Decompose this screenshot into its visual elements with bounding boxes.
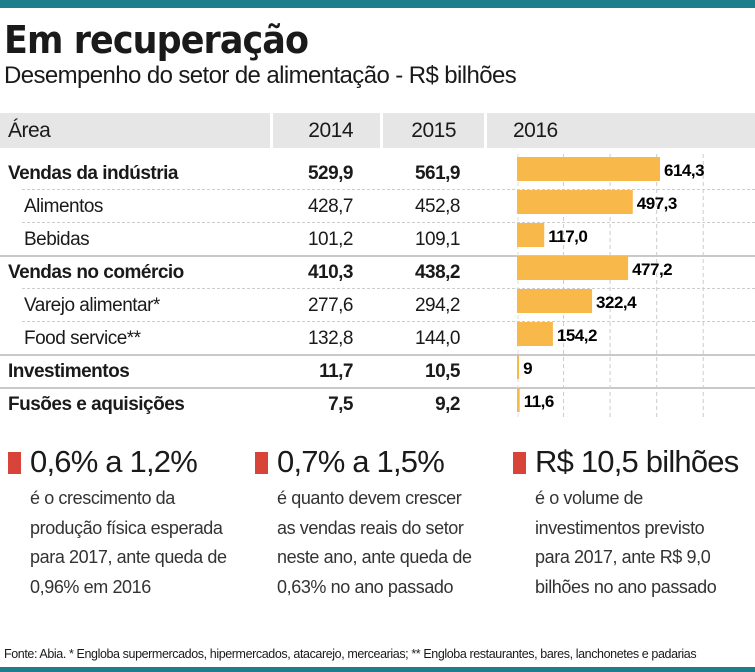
row-label: Bebidas	[24, 229, 90, 250]
bar	[517, 157, 660, 181]
bar-value-label: 154,2	[557, 326, 597, 345]
row-label: Food service**	[24, 328, 141, 349]
value-2014: 132,8	[307, 328, 354, 349]
value-2015: 109,1	[414, 229, 461, 250]
table-row: Fusões e aquisições 7,5 9,2	[0, 388, 487, 421]
table-row: Investimentos 11,7 10,5	[0, 355, 487, 388]
stat-headline: 0,7% a 1,5%	[277, 444, 445, 479]
value-2014: 529,9	[307, 163, 354, 184]
col-header-2015: 2015	[383, 113, 484, 148]
red-square-marker	[8, 452, 21, 474]
value-2015: 9,2	[435, 394, 460, 415]
row-separator	[0, 255, 755, 257]
red-square-marker	[255, 452, 268, 474]
bottom-accent-bar	[0, 667, 755, 672]
stat-description: é o crescimento da produção física esper…	[30, 488, 227, 597]
bar-chart-2016: 614,3 497,3 117,0 477,2 322,4 154,2 9 11,6	[517, 154, 705, 420]
row-separator	[0, 387, 755, 389]
table-row: Food service** 132,8 144,0	[0, 322, 487, 355]
stat-headline: R$ 10,5 bilhões	[535, 444, 739, 479]
value-2014: 277,6	[307, 295, 354, 316]
bar-value-label: 477,2	[632, 260, 672, 279]
stat-description: é quanto devem crescer as vendas reais d…	[277, 488, 472, 597]
bar	[517, 355, 520, 379]
col-header-2014: 2014	[273, 113, 380, 148]
row-label: Fusões e aquisições	[8, 394, 185, 415]
value-2015: 452,8	[414, 196, 461, 217]
bar-value-label: 497,3	[637, 194, 677, 213]
row-label: Alimentos	[24, 196, 103, 217]
stat-headline: 0,6% a 1,2%	[30, 444, 198, 479]
row-divider-dashed	[22, 222, 755, 223]
value-2015: 294,2	[414, 295, 461, 316]
table-row: Bebidas 101,2 109,1	[0, 223, 487, 256]
red-square-marker	[513, 452, 526, 474]
bar-value-label: 9	[523, 359, 532, 378]
page-title: Em recuperação	[4, 18, 309, 62]
bar	[517, 388, 520, 412]
value-2014: 101,2	[307, 229, 354, 250]
bar	[517, 289, 593, 313]
col-header-area: Área	[0, 113, 270, 148]
col-header-2016: 2016	[487, 113, 755, 148]
bar	[517, 322, 553, 346]
value-2015: 561,9	[414, 163, 461, 184]
bar	[517, 190, 633, 214]
row-divider-dashed	[22, 288, 755, 289]
value-2015: 10,5	[425, 361, 460, 382]
bar-value-label: 117,0	[548, 227, 587, 246]
row-label: Vendas da indústria	[8, 163, 179, 184]
row-divider-dashed	[22, 189, 755, 190]
table-row: Vendas no comércio 410,3 438,2	[0, 256, 487, 289]
bar-value-label: 11,6	[524, 392, 554, 411]
bar-value-label: 322,4	[596, 293, 637, 312]
row-label: Varejo alimentar*	[24, 295, 160, 316]
value-2014: 428,7	[307, 196, 354, 217]
bar	[517, 223, 545, 247]
value-2014: 11,7	[319, 361, 353, 382]
row-label: Investimentos	[8, 361, 130, 382]
value-2014: 7,5	[328, 394, 353, 415]
value-2015: 144,0	[414, 328, 461, 349]
page-subtitle: Desempenho do setor de alimentação - R$ …	[4, 62, 517, 89]
table-row: Vendas da indústria 529,9 561,9	[0, 157, 487, 190]
bar	[517, 256, 629, 280]
row-separator	[0, 354, 755, 356]
top-accent-bar	[0, 0, 755, 8]
row-label: Vendas no comércio	[8, 262, 184, 283]
stat-description: é o volume de investimentos previsto par…	[535, 488, 717, 597]
value-2014: 410,3	[307, 262, 354, 283]
bar-value-label: 614,3	[664, 161, 704, 180]
footnote: Fonte: Abia. * Engloba supermercados, hi…	[4, 647, 697, 661]
row-divider-dashed	[22, 321, 755, 322]
table-row: Varejo alimentar* 277,6 294,2	[0, 289, 487, 322]
table-row: Alimentos 428,7 452,8	[0, 190, 487, 223]
value-2015: 438,2	[414, 262, 461, 283]
